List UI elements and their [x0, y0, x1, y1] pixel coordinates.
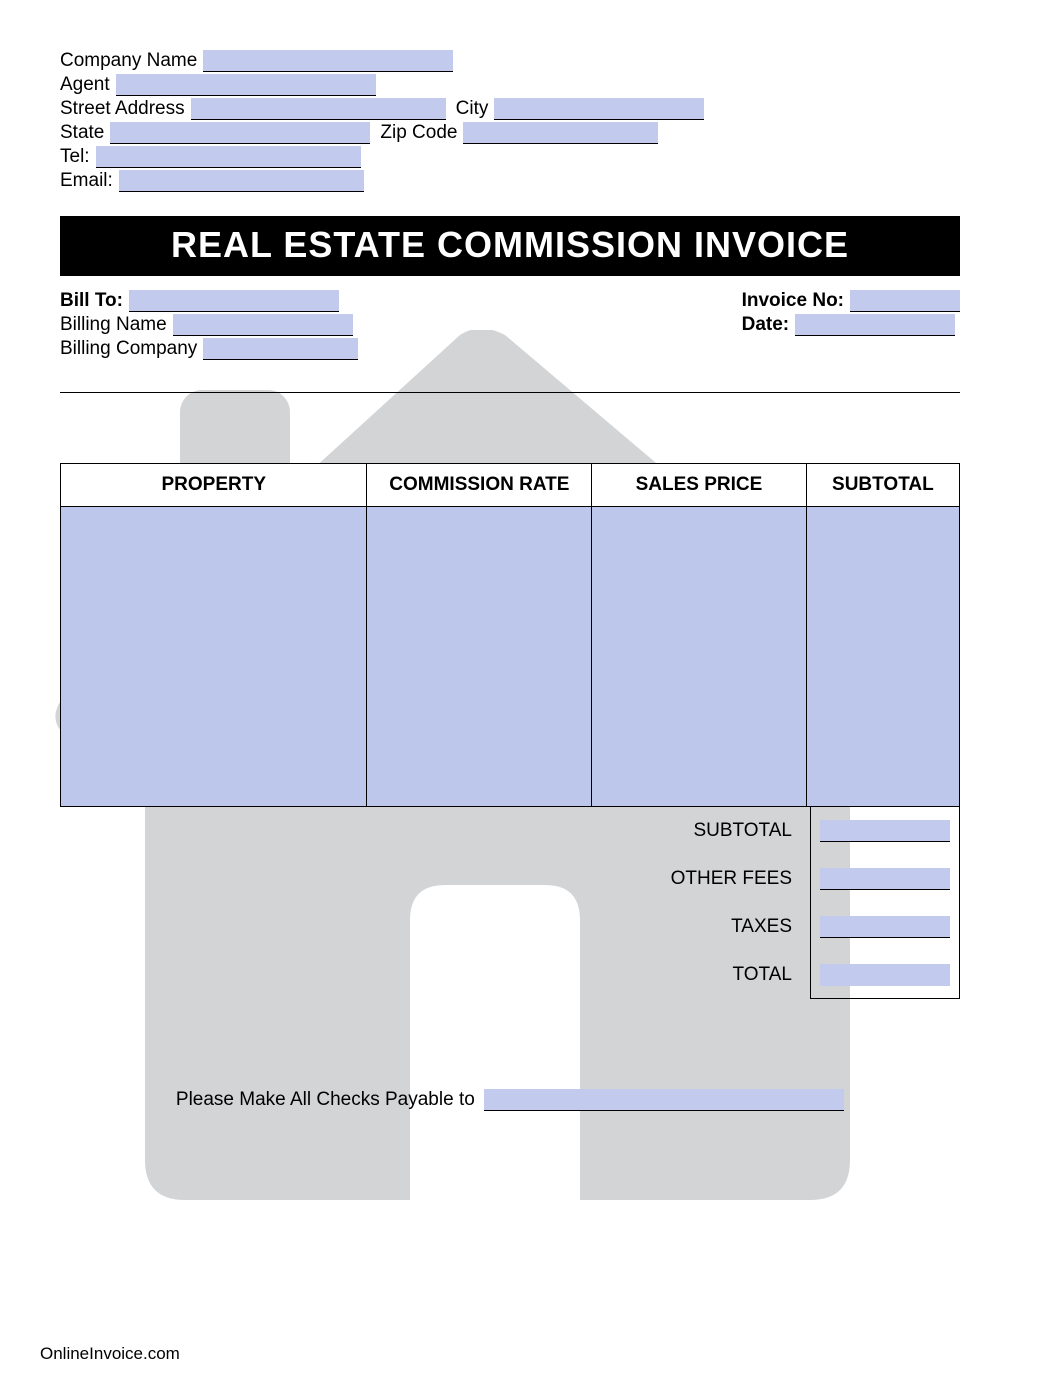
summary-subtotal-label: SUBTOTAL — [610, 820, 810, 842]
summary-subtotal-field[interactable] — [820, 820, 950, 842]
zip-label: Zip Code — [380, 122, 457, 144]
billing-company-field[interactable] — [203, 338, 358, 360]
summary-total-label: TOTAL — [610, 964, 810, 986]
email-label: Email: — [60, 170, 113, 192]
summary-taxes-label: TAXES — [610, 916, 810, 938]
col-property-header: PROPERTY — [61, 464, 367, 507]
street-address-label: Street Address — [60, 98, 185, 120]
col-commission-rate-header: COMMISSION RATE — [367, 464, 592, 507]
col-sales-price-header: SALES PRICE — [592, 464, 807, 507]
bill-to-block: Bill To: Billing Name Billing Company — [60, 290, 358, 362]
company-name-label: Company Name — [60, 50, 197, 72]
col-subtotal-header: SUBTOTAL — [806, 464, 959, 507]
street-address-field[interactable] — [191, 98, 446, 120]
bill-to-field[interactable] — [129, 290, 339, 312]
company-name-field[interactable] — [203, 50, 453, 72]
commission-table: PROPERTY COMMISSION RATE SALES PRICE SUB… — [60, 463, 960, 807]
footer-text: OnlineInvoice.com — [40, 1344, 180, 1364]
billing-name-field[interactable] — [173, 314, 353, 336]
email-field[interactable] — [119, 170, 364, 192]
invoice-meta-block: Invoice No: Date: — [742, 290, 960, 362]
city-label: City — [456, 98, 489, 120]
summary-block: SUBTOTAL OTHER FEES TAXES TOTAL — [60, 807, 960, 999]
table-row — [61, 507, 960, 807]
document-title: REAL ESTATE COMMISSION INVOICE — [60, 216, 960, 276]
payable-field[interactable] — [484, 1089, 844, 1111]
bill-to-label: Bill To: — [60, 290, 123, 312]
zip-field[interactable] — [463, 122, 658, 144]
property-cell[interactable] — [61, 507, 367, 807]
company-header-block: Company Name Agent Street Address City S… — [60, 50, 990, 192]
invoice-no-label: Invoice No: — [742, 290, 844, 312]
summary-other-fees-field[interactable] — [820, 868, 950, 890]
invoice-no-field[interactable] — [850, 290, 960, 312]
summary-other-fees-label: OTHER FEES — [610, 868, 810, 890]
city-field[interactable] — [494, 98, 704, 120]
date-field[interactable] — [795, 314, 955, 336]
summary-total-field[interactable] — [820, 964, 950, 986]
date-label: Date: — [742, 314, 790, 336]
section-divider — [60, 392, 960, 393]
summary-taxes-field[interactable] — [820, 916, 950, 938]
commission-rate-cell[interactable] — [367, 507, 592, 807]
state-label: State — [60, 122, 104, 144]
agent-field[interactable] — [116, 74, 376, 96]
tel-field[interactable] — [96, 146, 361, 168]
payable-label: Please Make All Checks Payable to — [176, 1089, 475, 1110]
billing-name-label: Billing Name — [60, 314, 167, 336]
payable-line: Please Make All Checks Payable to — [60, 1089, 960, 1111]
tel-label: Tel: — [60, 146, 90, 168]
billing-company-label: Billing Company — [60, 338, 197, 360]
subtotal-cell[interactable] — [806, 507, 959, 807]
state-field[interactable] — [110, 122, 370, 144]
sales-price-cell[interactable] — [592, 507, 807, 807]
agent-label: Agent — [60, 74, 110, 96]
